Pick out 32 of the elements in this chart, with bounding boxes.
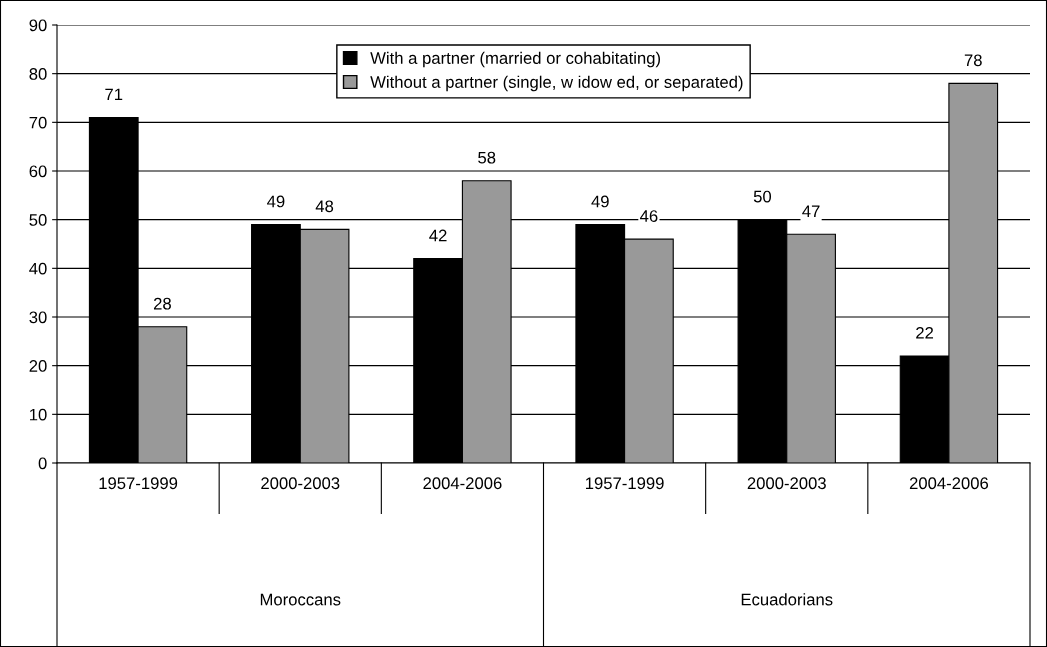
x-tick-label: 2000-2003: [261, 477, 340, 490]
data-label: 50: [753, 190, 772, 203]
legend-label: With a partner (married or cohabitating): [370, 51, 661, 68]
x-tick-label: 1957-1999: [586, 477, 664, 490]
x-tick-label: 2000-2003: [747, 477, 826, 490]
data-label: 49: [591, 195, 609, 208]
y-tick-label: 20: [29, 360, 47, 372]
data-label: 28: [153, 297, 171, 310]
data-label: 71: [105, 88, 123, 101]
text: Moroccans: [260, 593, 341, 606]
y-tick-label: 70: [29, 116, 47, 129]
data-label: 42: [429, 229, 447, 242]
y-tick-label: 50: [29, 214, 47, 226]
data-label: 78: [964, 54, 982, 67]
legend-label: Without a partner (single, w idow ed, or separated): [370, 75, 743, 92]
text: Ecuadorians: [741, 593, 833, 606]
y-tick-label: 90: [29, 19, 47, 32]
x-tick-label: 2004-2006: [423, 477, 502, 490]
data-label: 58: [478, 151, 496, 164]
data-label: 48: [315, 200, 334, 213]
data-label: 46: [640, 210, 658, 222]
y-tick-label: 80: [29, 68, 47, 80]
data-label: 49: [267, 195, 285, 208]
y-tick-label: 0: [38, 457, 47, 470]
data-label: 22: [916, 326, 934, 339]
y-tick-label: 30: [29, 311, 47, 324]
y-tick-label: 10: [30, 408, 47, 421]
x-tick-label: 1957-1999: [99, 477, 178, 490]
data-label: 47: [802, 205, 820, 217]
y-tick-label: 60: [29, 165, 47, 178]
y-tick-label: 40: [29, 262, 47, 275]
x-tick-label: 2004-2006: [909, 477, 989, 490]
